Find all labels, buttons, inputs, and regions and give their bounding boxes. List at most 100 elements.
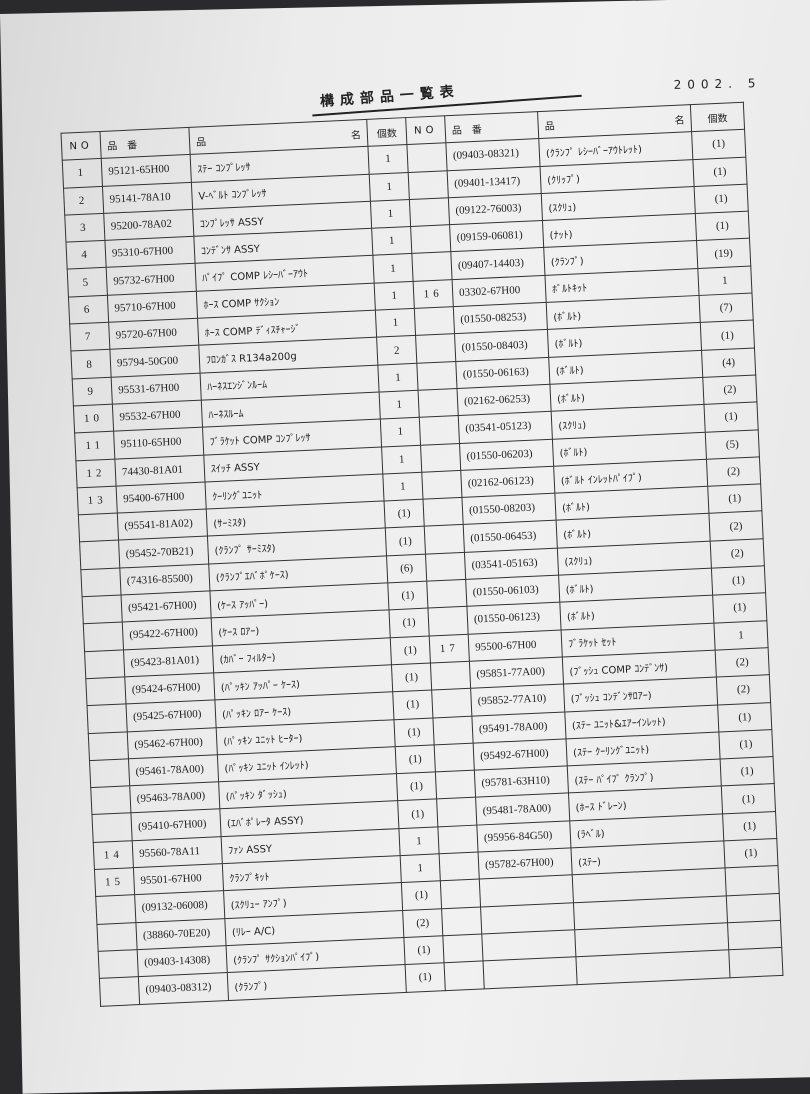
- left-part-no-cell: (95423-81A01): [123, 645, 214, 677]
- left-qty-cell: 1: [372, 253, 414, 283]
- header-name-2b: 名: [674, 115, 685, 127]
- left-part-no-cell: (09403-14308): [137, 945, 228, 977]
- left-part-no-cell: 95532-67H00: [112, 400, 203, 432]
- right-no-cell: [425, 552, 466, 582]
- left-qty-cell: 1: [375, 308, 416, 338]
- left-no-cell: 7: [69, 322, 110, 352]
- left-qty-cell: (1): [393, 717, 435, 747]
- right-qty-cell: (2): [716, 674, 771, 705]
- header-name-1: 品: [195, 136, 207, 149]
- left-qty-cell: 1: [370, 199, 411, 229]
- left-qty-cell: 2: [376, 335, 417, 365]
- right-no-cell: [414, 306, 455, 336]
- left-part-no-cell: (09403-08312): [138, 972, 229, 1005]
- right-no-cell: [418, 388, 459, 418]
- header-name-1b: 品: [544, 120, 555, 133]
- right-part-no-cell: (95956-84G50): [476, 820, 571, 853]
- right-part-no-cell: (01550-06123): [466, 602, 562, 634]
- right-qty-cell: (7): [699, 293, 754, 323]
- right-no-cell: [423, 497, 464, 527]
- left-no-cell: 4: [65, 240, 107, 270]
- right-no-cell: [424, 524, 465, 554]
- left-qty-cell: 1: [381, 444, 422, 474]
- right-no-cell: [434, 742, 475, 773]
- left-qty-cell: 1: [367, 144, 409, 174]
- right-qty-cell: (1): [721, 783, 776, 814]
- right-no-cell: [426, 579, 467, 609]
- right-qty-cell: [728, 947, 783, 978]
- right-qty-cell: (1): [720, 756, 775, 787]
- right-part-no-cell: (03541-05163): [464, 547, 559, 580]
- right-part-no-cell: (95782-67H00): [478, 847, 573, 880]
- right-qty-cell: (2): [702, 374, 757, 405]
- right-qty-cell: (2): [706, 456, 761, 487]
- right-part-no-cell: 95500-67H00: [468, 629, 563, 662]
- right-part-no-cell: (95851-77A00): [469, 656, 564, 689]
- left-part-no-cell: 95710-67H00: [107, 291, 198, 323]
- left-qty-cell: (1): [391, 662, 432, 692]
- left-part-no-cell: (09132-06008): [134, 890, 225, 923]
- left-no-cell: [90, 785, 131, 815]
- right-no-cell: [444, 961, 485, 991]
- left-qty-cell: 1: [398, 826, 440, 856]
- left-qty-cell: 1: [371, 226, 412, 256]
- left-qty-cell: (1): [397, 799, 438, 829]
- left-qty-cell: 1: [380, 417, 421, 447]
- right-qty-cell: 1: [697, 265, 752, 296]
- right-part-no-cell: (02162-06123): [460, 466, 555, 498]
- left-part-no-cell: (95462-67H00): [127, 727, 218, 759]
- left-no-cell: [91, 813, 133, 843]
- right-no-cell: [416, 361, 458, 391]
- right-qty-cell: (1): [692, 156, 748, 187]
- left-qty-cell: 1: [400, 853, 441, 883]
- right-part-no-cell: 03302-67H00: [452, 275, 547, 307]
- left-part-no-cell: 95141-78A10: [102, 181, 193, 214]
- right-qty-cell: (2): [708, 511, 764, 541]
- right-part-no-cell: (03541-05123): [458, 411, 553, 444]
- left-part-no-cell: 95720-67H00: [108, 318, 199, 350]
- right-qty-cell: (1): [717, 702, 772, 732]
- left-qty-cell: (6): [386, 553, 427, 583]
- header-part-no-2: 品 番: [444, 111, 539, 144]
- right-no-cell: [408, 170, 449, 200]
- right-no-cell: [427, 606, 469, 636]
- left-no-cell: 2: [63, 186, 104, 216]
- right-no-cell: [431, 688, 472, 718]
- left-no-cell: [79, 540, 120, 570]
- left-no-cell: 10: [73, 404, 114, 434]
- header-no-2: NO: [405, 115, 446, 145]
- left-no-cell: 1: [62, 158, 103, 188]
- right-part-no-cell: (01550-06163): [455, 357, 550, 389]
- right-qty-cell: 1: [713, 620, 769, 651]
- left-part-no-cell: 95501-67H00: [133, 863, 224, 895]
- right-no-cell: [442, 933, 484, 963]
- header-qty-2: 個数: [690, 102, 745, 132]
- left-part-no-cell: (95410-67H00): [130, 809, 222, 841]
- right-no-cell: [420, 443, 461, 473]
- left-qty-cell: (1): [388, 608, 430, 638]
- left-part-no-cell: 95531-67H00: [111, 372, 202, 405]
- right-part-no-cell: (01550-06203): [459, 438, 554, 471]
- left-no-cell: 9: [72, 376, 113, 406]
- right-no-cell: [439, 852, 480, 882]
- left-qty-cell: 1: [379, 390, 420, 420]
- left-qty-cell: 1: [369, 172, 410, 202]
- left-no-cell: [89, 758, 130, 788]
- left-qty-cell: 1: [382, 472, 424, 502]
- left-no-cell: [88, 731, 129, 761]
- left-part-no-cell: (95463-78A00): [129, 781, 220, 814]
- left-part-no-cell: (95425-67H00): [125, 700, 217, 732]
- right-part-no-cell: (09401-13417): [447, 166, 542, 198]
- header-qty: 個数: [366, 117, 407, 147]
- right-no-cell: [415, 333, 456, 364]
- right-part-no-cell: (01550-08253): [453, 302, 548, 334]
- right-part-no-cell: [483, 956, 578, 989]
- left-part-no-cell: 95794-50G00: [109, 345, 201, 377]
- right-qty-cell: (2): [715, 647, 770, 678]
- right-qty-cell: (1): [707, 484, 762, 514]
- right-qty-cell: (1): [718, 729, 774, 760]
- left-qty-cell: (1): [385, 526, 426, 556]
- right-part-no-cell: (95852-77A10): [470, 684, 565, 716]
- left-qty-cell: (1): [392, 690, 433, 720]
